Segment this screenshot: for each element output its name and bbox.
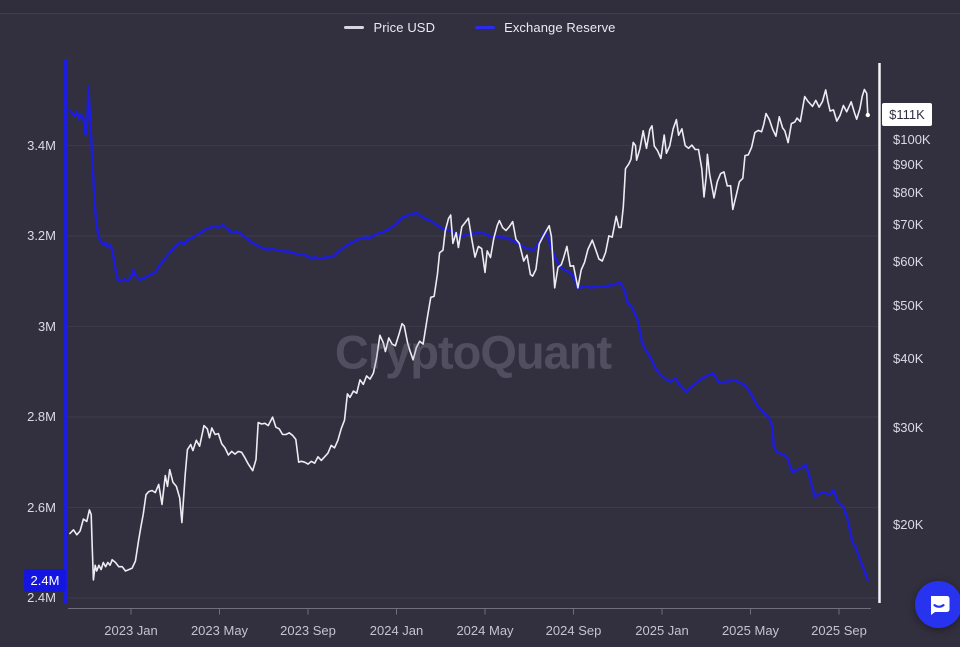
right-axis-label: $40K: [893, 351, 924, 367]
reserve-line-swatch: [475, 26, 496, 29]
chart-plot-area[interactable]: [68, 60, 879, 603]
legend-item-exchange-reserve[interactable]: Exchange Reserve: [475, 20, 615, 35]
x-axis-label: 2023 Jan: [104, 623, 158, 638]
x-axis-label: 2024 Sep: [545, 623, 602, 638]
legend-label-price-usd: Price USD: [373, 20, 436, 35]
left-axis-label: 3.2M: [27, 228, 56, 243]
reserve-current-value-badge: 2.4M: [24, 569, 66, 592]
top-strip: [0, 0, 960, 13]
top-divider: [0, 13, 960, 14]
x-axis-label: 2024 May: [456, 623, 514, 638]
x-axis-label: 2025 Jan: [635, 623, 689, 638]
series-line-exchange-reserve: [68, 85, 869, 582]
right-axis-label: $50K: [893, 297, 924, 313]
right-axis-label: $100K: [893, 132, 931, 147]
right-axis-label: $20K: [893, 516, 924, 532]
left-axis-label: 3.4M: [27, 137, 56, 153]
chat-launcher-button[interactable]: [915, 581, 960, 628]
series-line-price-usd: [69, 88, 869, 581]
chat-bubble-icon: [930, 595, 949, 615]
legend-label-exchange-reserve: Exchange Reserve: [504, 20, 616, 35]
x-axis-label: 2025 Sep: [811, 623, 867, 638]
left-axis-label: 2.4M: [27, 590, 56, 605]
right-axis-label: $80K: [893, 185, 924, 201]
chart-legend: Price USD Exchange Reserve: [0, 20, 960, 35]
right-axis-label: $70K: [893, 217, 924, 233]
right-axis-label: $90K: [893, 157, 924, 173]
price-current-value-badge: $111K: [882, 103, 932, 126]
price-last-point-dot: [865, 112, 870, 118]
x-axis-label: 2025 May: [721, 623, 780, 638]
right-axis-label: $60K: [893, 254, 924, 270]
right-axis-label: $30K: [893, 420, 924, 435]
x-axis-label: 2023 May: [190, 623, 249, 638]
x-axis-label: 2023 Sep: [280, 623, 336, 638]
left-axis-label: 3M: [37, 318, 56, 334]
left-axis-label: 2.8M: [27, 409, 56, 424]
price-line-swatch: [344, 26, 365, 29]
left-axis-label: 2.6M: [27, 499, 56, 515]
legend-item-price-usd[interactable]: Price USD: [344, 20, 435, 35]
x-axis-label: 2024 Jan: [369, 623, 424, 638]
